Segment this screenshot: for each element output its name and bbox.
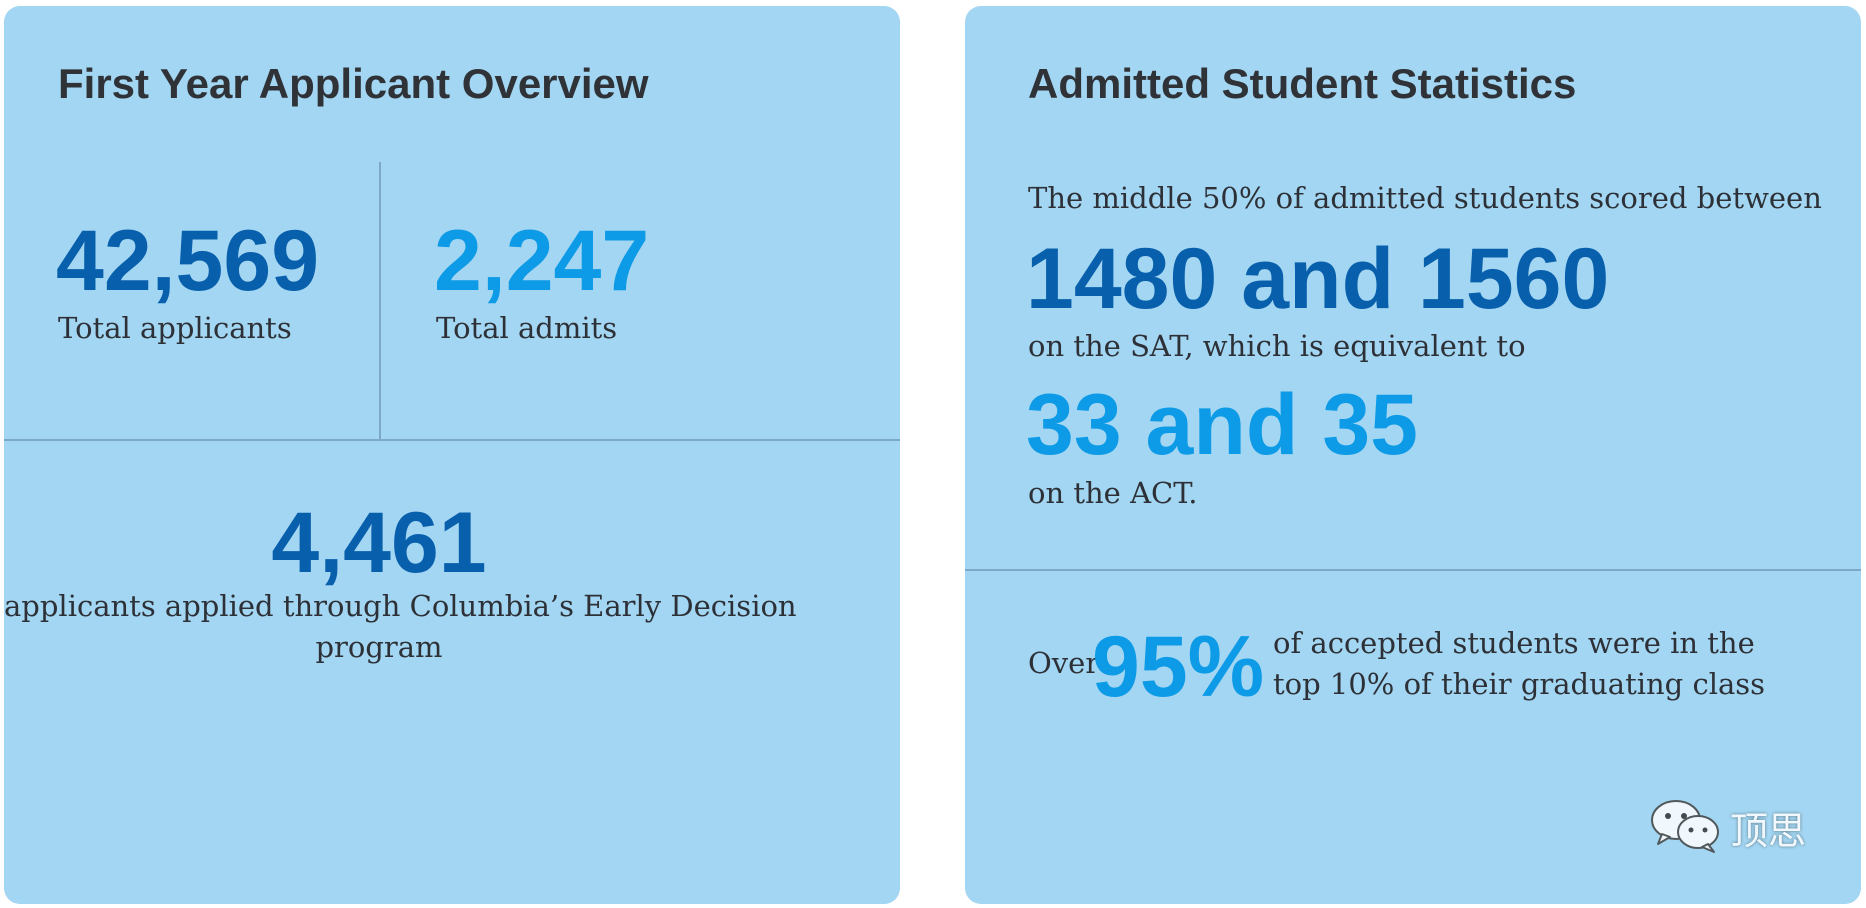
- sat-score-range: 1480 and 1560: [1026, 231, 1610, 327]
- stat-horizontal-divider: [4, 439, 900, 441]
- applicant-overview-title: First Year Applicant Overview: [58, 60, 649, 107]
- top-percent-value: 95%: [1092, 619, 1265, 715]
- total-admits-label: Total admits: [436, 311, 618, 345]
- early-decision-value: 4,461: [271, 495, 487, 591]
- wechat-icon: [1648, 796, 1724, 858]
- act-score-range: 33 and 35: [1026, 377, 1418, 473]
- early-decision-label-line2: program: [315, 630, 443, 664]
- sat-description: on the SAT, which is equivalent to: [1028, 329, 1526, 363]
- act-description: on the ACT.: [1028, 476, 1198, 510]
- watermark-text: 顶思: [1729, 808, 1806, 853]
- total-admits-value: 2,247: [434, 213, 650, 309]
- top-percent-text-line1: of accepted students were in the: [1273, 626, 1755, 660]
- applicant-overview-card: First Year Applicant Overview 42,569 Tot…: [4, 6, 900, 904]
- early-decision-label-line1: applicants applied through Columbia’s Ea…: [4, 589, 797, 623]
- stats-horizontal-divider: [965, 569, 1861, 571]
- total-applicants-value: 42,569: [56, 213, 320, 309]
- top-percent-text-line2: top 10% of their graduating class: [1273, 667, 1766, 701]
- admitted-statistics-card: Admitted Student Statistics The middle 5…: [965, 6, 1861, 904]
- stat-vertical-divider: [379, 162, 381, 440]
- middle-50-intro: The middle 50% of admitted students scor…: [1028, 181, 1822, 215]
- total-applicants-label: Total applicants: [58, 311, 292, 345]
- top-percent-prefix: Over: [1028, 646, 1100, 680]
- admitted-statistics-title: Admitted Student Statistics: [1028, 60, 1577, 107]
- wechat-watermark: 顶思: [1648, 796, 1806, 858]
